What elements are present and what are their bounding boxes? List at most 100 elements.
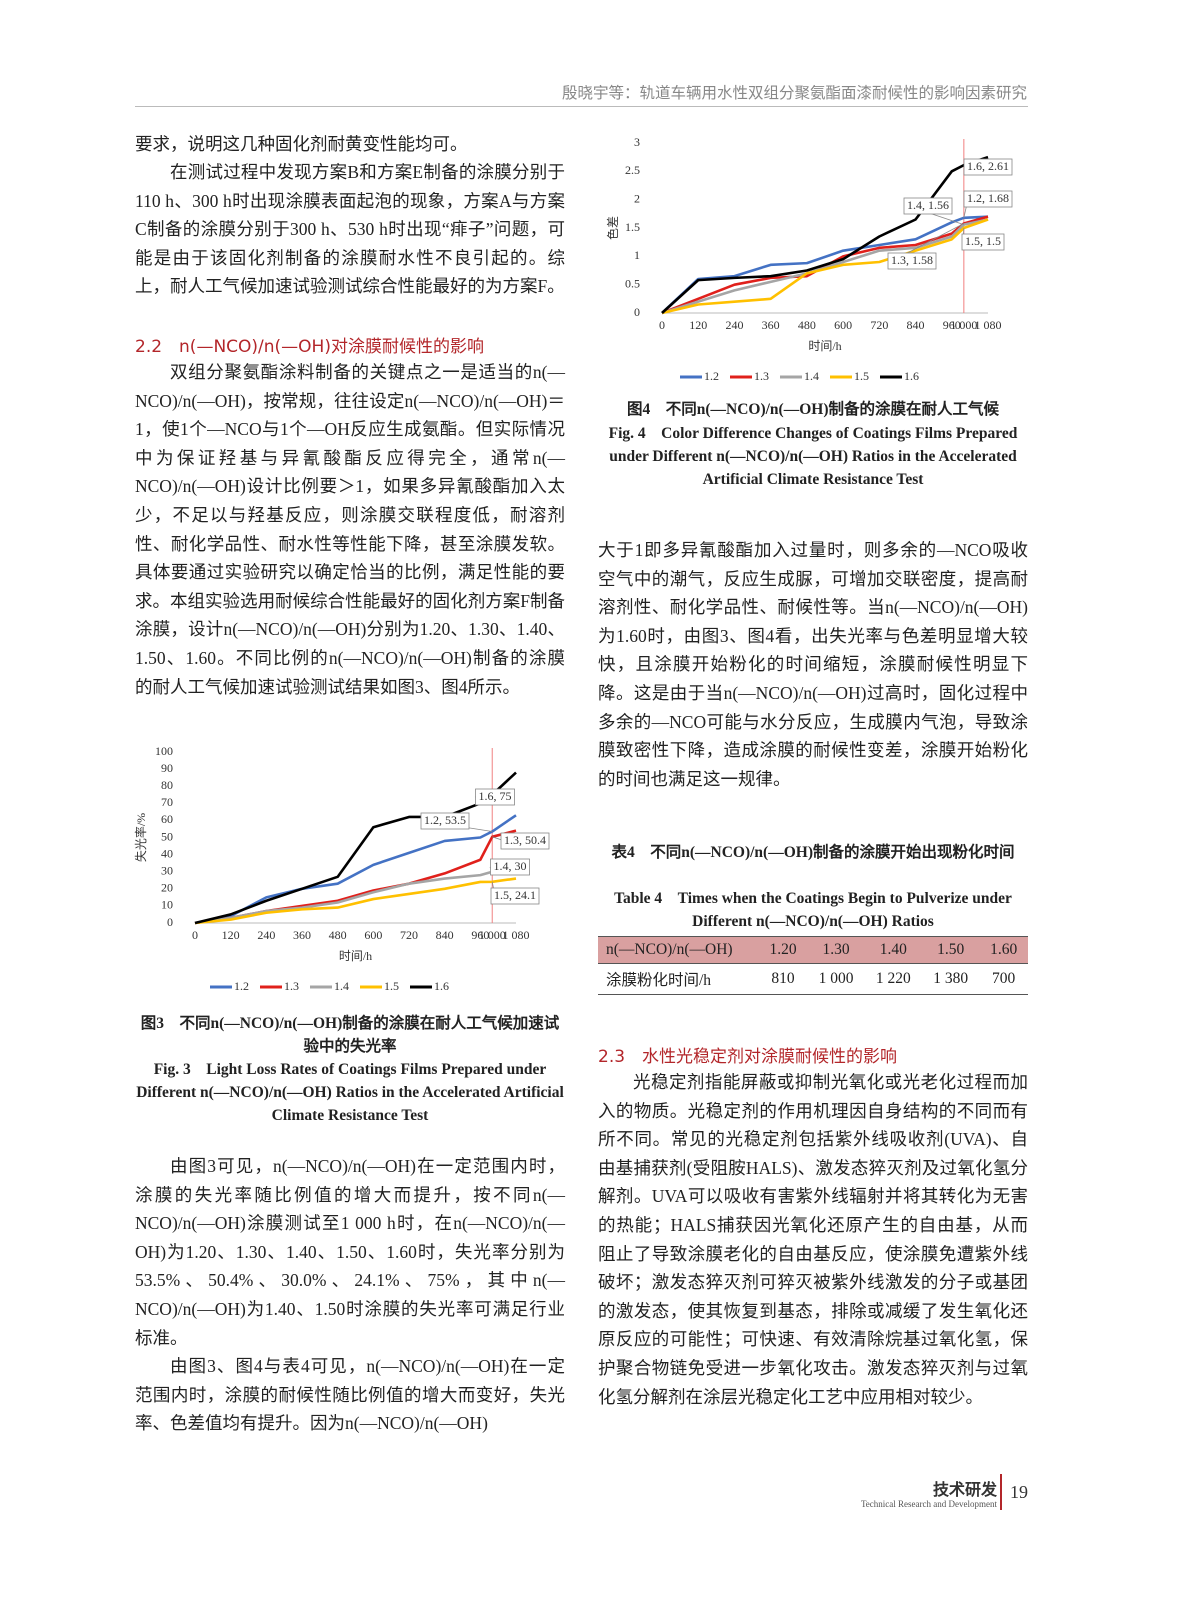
paragraph: 要求，说明这几种固化剂耐黄变性能均可。 <box>135 134 468 154</box>
paragraph: 由图3可见，n(—NCO)/n(—OH)在一定范围内时，涂膜的失光率随比例值的增… <box>135 1156 565 1348</box>
figure-caption: 图3 不同n(—NCO)/n(—OH)制备的涂膜在耐人工气候加速试验中的失光率 <box>140 1015 560 1055</box>
annotation: 1.3, 50.4 <box>504 833 546 847</box>
cell: 1 000 <box>818 970 854 987</box>
x-tick-label: 360 <box>762 318 780 332</box>
x-axis-title: 时间/h <box>339 949 372 963</box>
y-tick-label: 80 <box>161 778 173 792</box>
annotation-box <box>490 887 540 905</box>
legend-label: 1.5 <box>854 369 869 383</box>
x-tick-label: 840 <box>436 928 454 942</box>
series-line <box>194 868 517 925</box>
table-caption-en: Table 4 Times when the Coatings Begin to… <box>614 890 1012 930</box>
x-tick-label: 1 080 <box>975 318 1002 332</box>
annotation: 1.4, 1.56 <box>907 198 949 212</box>
table-row: 涂膜粉化时间/h 810 1 000 1 220 1 380 700 <box>598 964 1028 995</box>
x-tick-label: 960 <box>471 928 489 942</box>
annotation: 1.2, 53.5 <box>424 813 466 827</box>
series-line <box>661 155 989 314</box>
header: 殷晓宇等：轨道车辆用水性双组分聚氨酯面漆耐候性的影响因素研究 <box>561 84 1027 102</box>
y-tick-label: 20 <box>161 881 173 895</box>
cell: 1.50 <box>937 941 965 958</box>
y-tick-label: 0 <box>634 305 640 319</box>
legend-label: 1.2 <box>234 979 249 993</box>
cell: 700 <box>992 970 1016 987</box>
y-tick-label: 90 <box>161 761 173 775</box>
y-tick-label: 0.5 <box>625 276 640 290</box>
paragraph: 双组分聚氨酯涂料制备的关键点之一是适当的n(—NCO)/n(—OH)，按常规，往… <box>135 362 565 697</box>
cell: 1.20 <box>769 941 797 958</box>
legend-label: 1.3 <box>284 979 299 993</box>
y-tick-label: 3 <box>634 135 640 149</box>
y-axis-title: 失光率/% <box>133 813 148 862</box>
x-axis-title: 时间/h <box>808 339 841 353</box>
y-tick-label: 50 <box>161 829 173 843</box>
y-tick-label: 0 <box>167 915 173 929</box>
x-tick-label: 480 <box>798 318 816 332</box>
x-tick-label: 120 <box>689 318 707 332</box>
page-number: 19 <box>1010 1482 1028 1502</box>
annotation-box <box>961 233 1005 251</box>
section-heading: 2.3 水性光稳定剂对涂膜耐候性的影响 <box>598 1047 898 1067</box>
y-tick-label: 60 <box>161 812 173 826</box>
legend-label: 1.4 <box>334 979 349 993</box>
x-tick-label: 480 <box>329 928 347 942</box>
series-line <box>661 215 989 314</box>
x-tick-label: 720 <box>400 928 418 942</box>
legend-label: 1.3 <box>754 369 769 383</box>
series-line <box>194 771 517 925</box>
footer-rule <box>1000 1474 1002 1510</box>
header-rule <box>135 106 1028 107</box>
cell: 1.30 <box>822 941 850 958</box>
footer-section: 技术研发 <box>932 1480 997 1499</box>
legend-label: 1.6 <box>904 369 919 383</box>
annotation: 1.5, 1.5 <box>965 234 1001 248</box>
figure-caption: 图4 不同n(—NCO)/n(—OH)制备的涂膜在耐人工气候 <box>626 401 999 418</box>
annotation: 1.5, 24.1 <box>494 888 536 902</box>
series-line <box>661 218 989 315</box>
x-tick-label: 600 <box>364 928 382 942</box>
annotation: 1.6, 2.61 <box>967 159 1009 173</box>
x-tick-label: 240 <box>257 928 275 942</box>
annotation-box <box>963 190 1013 208</box>
x-tick-label: 1 000 <box>479 928 506 942</box>
y-tick-label: 2 <box>634 191 640 205</box>
y-tick-label: 1 <box>634 248 640 262</box>
cell: 1 380 <box>933 970 969 987</box>
series-line <box>194 877 517 925</box>
series-line <box>661 218 989 315</box>
x-tick-label: 960 <box>943 318 961 332</box>
x-tick-label: 0 <box>659 318 665 332</box>
cell: 涂膜粉化时间/h <box>606 972 712 989</box>
legend-label: 1.2 <box>704 369 719 383</box>
chart: 0 10 20 30 40 50 60 70 80 90 100 0 120 240 360 480 600 72… <box>133 744 550 993</box>
series-line <box>661 215 989 315</box>
cell: 1 220 <box>875 970 911 987</box>
table-header: n(—NCO)/n(—OH) 1.20 1.30 1.40 1.50 1.60 <box>598 936 1028 964</box>
y-tick-label: 100 <box>155 744 173 758</box>
annotation: 1.2, 1.68 <box>967 191 1009 205</box>
annotation: 1.4, 30 <box>494 859 527 873</box>
chart: 00.511.522.530 120 240 360 480 600 720 840 9601 … <box>606 135 1013 383</box>
table-caption: 表4 不同n(—NCO)/n(—OH)制备的涂膜开始出现粉化时间 <box>611 844 1015 861</box>
x-tick-label: 600 <box>834 318 852 332</box>
annotation-box <box>420 812 470 830</box>
cell: 810 <box>771 970 795 987</box>
section-heading: 2.2 n(—NCO)/n(—OH)对涂膜耐候性的影响 <box>135 337 484 357</box>
annotation: 1.3, 1.58 <box>891 253 933 267</box>
y-tick-label: 1.5 <box>625 220 640 234</box>
legend-label: 1.4 <box>804 369 819 383</box>
x-tick-label: 240 <box>725 318 743 332</box>
y-tick-label: 10 <box>161 898 173 912</box>
annotation-box <box>963 158 1013 176</box>
paragraph: 由图3、图4与表4可见，n(—NCO)/n(—OH)在一定范围内时，涂膜的耐候性… <box>135 1356 565 1434</box>
x-tick-label: 720 <box>870 318 888 332</box>
y-tick-label: 30 <box>161 863 173 877</box>
legend-label: 1.6 <box>434 979 449 993</box>
figure-caption-en: Fig. 3 Light Loss Rates of Coatings Film… <box>136 1061 564 1124</box>
annotation-box <box>490 858 530 876</box>
x-tick-label: 0 <box>192 928 198 942</box>
annotation: 1.6, 75 <box>479 789 512 803</box>
y-tick-label: 70 <box>161 795 173 809</box>
y-tick-label: 40 <box>161 846 173 860</box>
